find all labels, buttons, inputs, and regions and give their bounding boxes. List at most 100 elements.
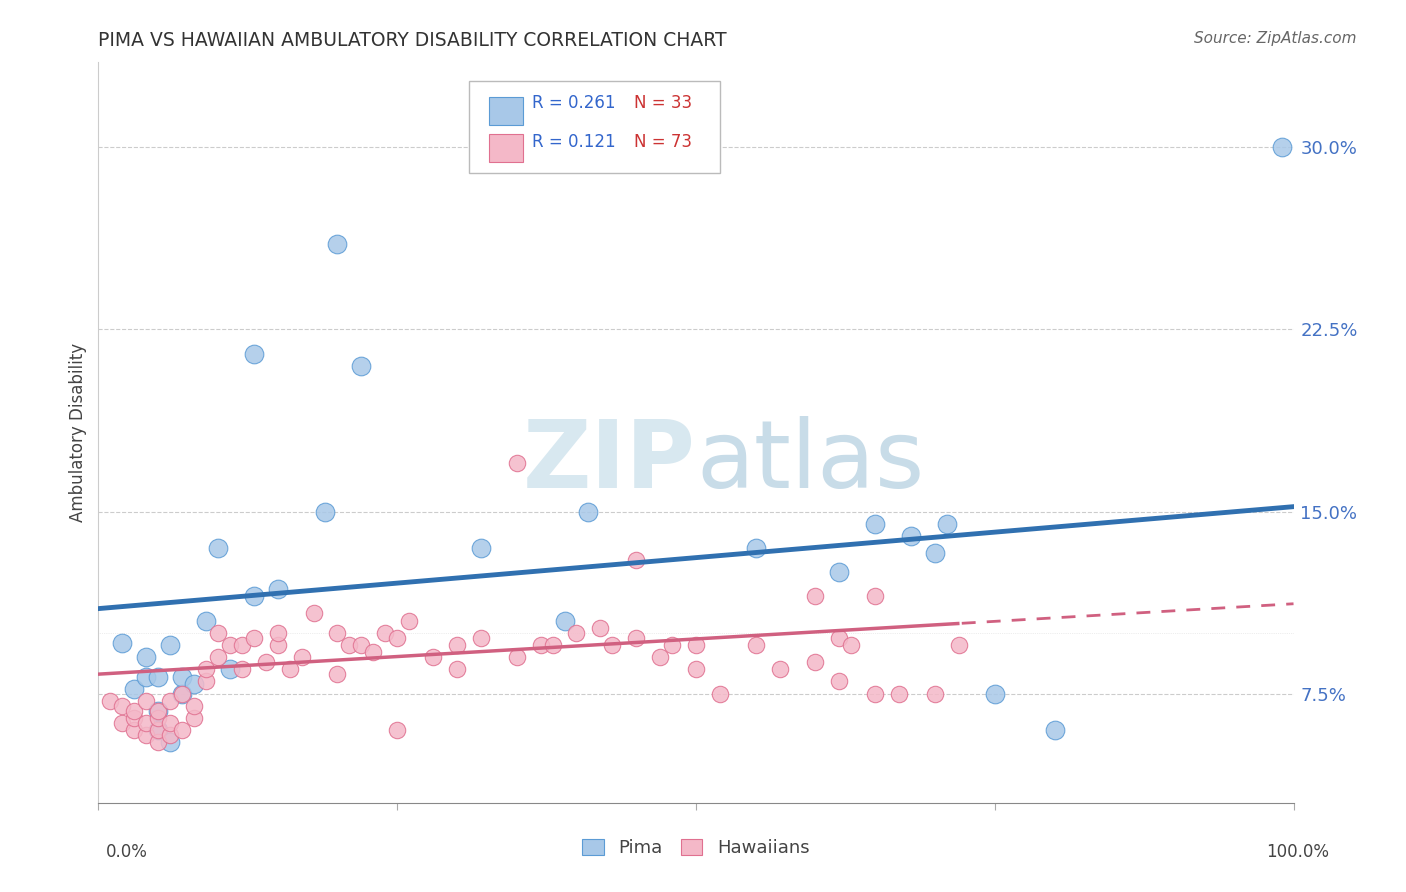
Legend: Pima, Hawaiians: Pima, Hawaiians (575, 831, 817, 864)
Point (195, 662, 218, 676)
Point (865, 590, 887, 604)
Point (900, 529, 922, 543)
Y-axis label: Ambulatory Disability: Ambulatory Disability (69, 343, 87, 522)
Point (135, 715, 157, 730)
Point (124, 723, 146, 737)
Point (626, 631, 648, 645)
Point (219, 662, 242, 676)
Text: 0.0%: 0.0% (105, 843, 148, 861)
Point (541, 638, 564, 652)
Point (267, 638, 290, 652)
Point (111, 715, 134, 730)
Point (578, 504, 600, 518)
Point (648, 650, 672, 665)
Point (422, 650, 444, 665)
Point (243, 347, 266, 361)
Text: R = 0.121: R = 0.121 (533, 133, 616, 151)
Point (936, 516, 959, 531)
Point (291, 650, 314, 665)
Point (506, 650, 529, 665)
Point (172, 669, 194, 683)
Point (135, 669, 157, 683)
Point (804, 590, 827, 604)
Point (804, 655, 827, 669)
Point (148, 704, 170, 718)
Point (841, 638, 863, 652)
Point (889, 687, 911, 701)
Text: Source: ZipAtlas.com: Source: ZipAtlas.com (1194, 31, 1357, 46)
Point (111, 635, 134, 649)
Point (828, 674, 851, 689)
Point (159, 694, 181, 708)
Point (243, 590, 266, 604)
Point (661, 638, 683, 652)
FancyBboxPatch shape (470, 81, 720, 173)
Point (243, 631, 266, 645)
Point (135, 694, 157, 708)
Point (148, 735, 170, 749)
Point (745, 638, 768, 652)
Point (207, 650, 229, 665)
Point (565, 626, 588, 640)
Point (267, 626, 290, 640)
Point (148, 723, 170, 737)
Point (745, 541, 768, 555)
Point (506, 456, 529, 470)
Point (148, 711, 170, 725)
Point (398, 614, 420, 628)
Point (984, 687, 1007, 701)
Text: PIMA VS HAWAIIAN AMBULATORY DISABILITY CORRELATION CHART: PIMA VS HAWAIIAN AMBULATORY DISABILITY C… (98, 30, 727, 50)
Point (231, 662, 253, 676)
Point (768, 662, 790, 676)
Point (924, 546, 946, 560)
Point (98, 694, 122, 708)
Point (159, 728, 181, 742)
Point (207, 541, 229, 555)
Point (865, 516, 887, 531)
Point (172, 687, 194, 701)
Point (626, 553, 648, 567)
Point (148, 669, 170, 683)
Point (385, 631, 409, 645)
Point (315, 504, 337, 518)
Point (350, 359, 373, 373)
Point (470, 541, 492, 555)
Text: N = 73: N = 73 (634, 133, 692, 151)
Point (124, 681, 146, 696)
Text: 100.0%: 100.0% (1265, 843, 1329, 861)
Point (148, 704, 170, 718)
Point (446, 662, 468, 676)
Text: atlas: atlas (696, 417, 924, 508)
Point (159, 735, 181, 749)
Point (602, 638, 624, 652)
Point (326, 237, 349, 252)
Point (195, 674, 218, 689)
Point (159, 638, 181, 652)
Point (374, 626, 396, 640)
Point (363, 645, 385, 659)
Point (948, 638, 970, 652)
Point (865, 687, 887, 701)
Point (828, 631, 851, 645)
Point (685, 662, 707, 676)
Point (685, 638, 707, 652)
Point (124, 704, 146, 718)
Point (709, 687, 731, 701)
Point (183, 677, 205, 691)
Point (124, 711, 146, 725)
Point (924, 687, 946, 701)
Point (207, 626, 229, 640)
Point (231, 638, 253, 652)
Point (111, 698, 134, 713)
Point (183, 711, 205, 725)
Point (828, 565, 851, 579)
Point (172, 687, 194, 701)
FancyBboxPatch shape (489, 97, 523, 126)
Point (219, 638, 242, 652)
Point (326, 626, 349, 640)
Point (530, 638, 553, 652)
Text: R = 0.261: R = 0.261 (533, 94, 616, 112)
Point (172, 723, 194, 737)
Point (302, 607, 325, 621)
Text: ZIP: ZIP (523, 417, 696, 508)
